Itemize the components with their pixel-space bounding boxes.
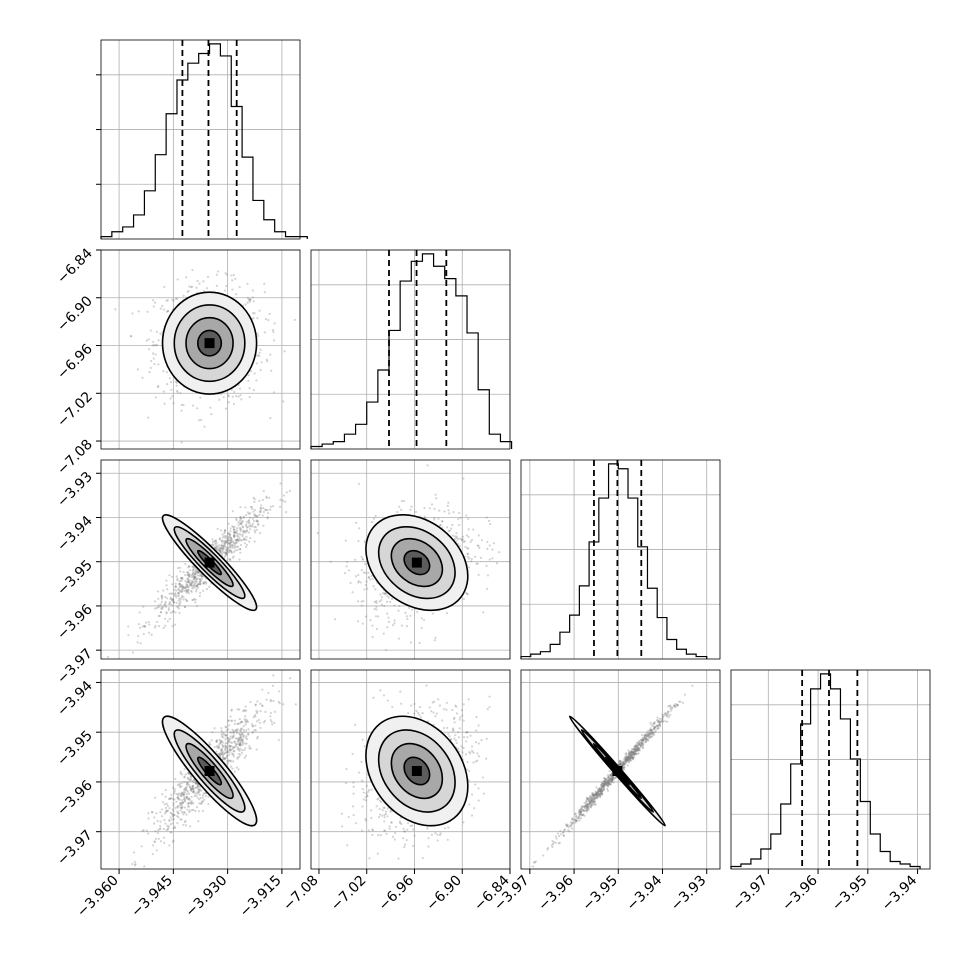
density-contour xyxy=(365,715,469,827)
density-contour xyxy=(196,756,223,786)
scatter-panel-0-2 xyxy=(100,459,301,660)
density-peak xyxy=(411,765,422,776)
y-tick-label: −3.94 xyxy=(54,513,96,555)
density-contour xyxy=(377,525,456,600)
panel-frame xyxy=(100,39,301,240)
density-contour xyxy=(403,756,431,786)
x-tick-label: −3.915 xyxy=(237,873,285,921)
scatter-panel-2-3 xyxy=(520,669,721,870)
y-tick-label: −3.95 xyxy=(54,557,96,599)
y-tick-label: −6.90 xyxy=(54,293,96,335)
density-contour xyxy=(377,729,456,813)
density-contour xyxy=(173,525,246,600)
density-contour xyxy=(592,742,643,800)
histogram-panel-1 xyxy=(310,249,513,450)
density-contour xyxy=(185,316,234,370)
y-tick-label: −7.02 xyxy=(54,389,96,431)
scatter-points xyxy=(531,684,694,868)
x-tick-label: −7.08 xyxy=(280,873,322,915)
y-tick-label: −3.97 xyxy=(54,646,96,688)
histogram-step xyxy=(100,43,308,239)
density-contour xyxy=(365,514,469,612)
x-tick-label: −6.90 xyxy=(423,873,465,915)
x-tick-label: −3.94 xyxy=(624,872,666,914)
density-contour xyxy=(580,729,655,813)
y-tick-label: −3.95 xyxy=(54,728,96,770)
density-contour xyxy=(604,756,631,786)
histogram-panel-2 xyxy=(520,459,721,660)
x-tick-label: −3.960 xyxy=(74,873,122,921)
y-tick-label: −3.96 xyxy=(54,777,96,819)
x-tick-label: −6.96 xyxy=(376,872,418,914)
histogram-panel-0 xyxy=(100,39,308,240)
density-contour xyxy=(185,537,234,588)
scatter-panel-1-3 xyxy=(310,669,511,870)
panel-frame xyxy=(310,249,511,450)
density-peak xyxy=(204,338,215,349)
panel-frame xyxy=(100,249,301,450)
panel-frame xyxy=(730,669,931,870)
y-tick-label: −3.93 xyxy=(54,469,96,511)
histogram-step xyxy=(310,253,513,449)
density-peak xyxy=(411,557,422,568)
y-tick-label: −6.84 xyxy=(54,245,96,287)
x-tick-label: −7.02 xyxy=(328,873,370,915)
histogram-step xyxy=(520,463,708,659)
scatter-panel-1-2 xyxy=(310,459,511,660)
x-tick-label: −3.930 xyxy=(183,873,231,921)
x-tick-label: −3.93 xyxy=(668,873,710,915)
x-tick-label: −3.97 xyxy=(729,873,771,915)
panel-frame xyxy=(520,669,721,870)
x-tick-label: −3.96 xyxy=(535,872,577,914)
density-contour xyxy=(568,715,666,827)
panel-frame xyxy=(520,459,721,660)
y-tick-label: −3.94 xyxy=(54,678,96,720)
density-contour xyxy=(161,291,258,395)
density-peak xyxy=(204,765,215,776)
density-contour xyxy=(390,742,444,800)
density-contour xyxy=(403,549,431,576)
histogram-panel-3 xyxy=(730,669,931,870)
histogram-step xyxy=(730,673,921,869)
scatter-panel-0-3 xyxy=(100,669,301,870)
y-tick-label: −6.96 xyxy=(54,341,96,383)
x-tick-label: −3.94 xyxy=(879,872,921,914)
panel-frame xyxy=(100,459,301,660)
x-tick-label: −3.95 xyxy=(829,873,871,915)
panel-frame xyxy=(100,669,301,870)
x-tick-label: −3.96 xyxy=(779,872,821,914)
density-contour xyxy=(173,729,246,813)
density-peak xyxy=(612,765,623,776)
density-contour xyxy=(390,537,444,588)
density-contour xyxy=(196,329,223,357)
density-contour xyxy=(161,715,258,827)
scatter-points xyxy=(131,674,297,868)
panel-frame xyxy=(310,459,511,660)
density-contour xyxy=(173,304,246,383)
y-tick-label: −3.97 xyxy=(54,827,96,869)
y-tick-label: −7.08 xyxy=(54,437,96,479)
x-tick-label: −3.945 xyxy=(128,873,176,921)
density-contour xyxy=(185,742,234,800)
density-contour xyxy=(196,549,223,576)
y-tick-label: −3.96 xyxy=(54,601,96,643)
scatter-panel-0-1 xyxy=(100,249,301,450)
density-contour xyxy=(161,514,258,612)
density-peak xyxy=(204,557,215,568)
panel-frame xyxy=(310,669,511,870)
x-tick-label: −3.95 xyxy=(579,873,621,915)
scatter-points xyxy=(106,482,291,659)
